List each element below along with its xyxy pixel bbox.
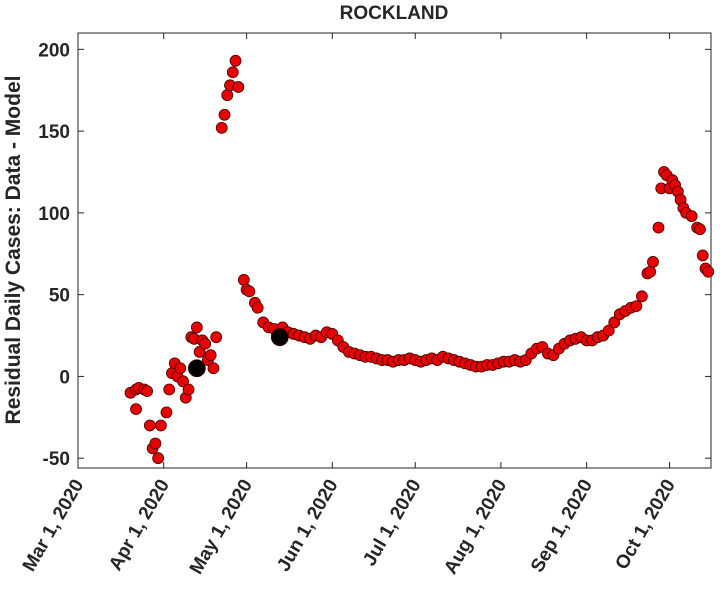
x-tick-label: Apr 1, 2020	[105, 476, 174, 574]
data-point	[221, 89, 234, 102]
data-point	[182, 383, 195, 396]
data-point	[204, 349, 217, 362]
y-tick-label: 0	[59, 367, 70, 388]
highlight-point	[187, 359, 206, 378]
data-point	[702, 265, 715, 278]
data-point	[149, 437, 162, 450]
x-tick-label: Jul 1, 2020	[359, 476, 425, 570]
data-point	[608, 316, 621, 329]
plot-frame	[77, 32, 712, 469]
y-tick-label: 200	[38, 40, 70, 61]
data-point	[155, 419, 167, 432]
data-point	[237, 274, 250, 286]
y-axis-label: Residual Daily Cases: Data - Model	[2, 76, 25, 425]
data-point	[193, 345, 206, 358]
data-point	[143, 419, 156, 432]
x-tick-label: Oct 1, 2020	[612, 476, 680, 573]
data-point	[696, 249, 709, 262]
data-point	[215, 121, 228, 134]
highlight-point	[270, 328, 289, 347]
data-point	[199, 337, 212, 350]
data-point	[177, 375, 189, 388]
data-point	[210, 331, 223, 344]
y-tick-label: 50	[49, 286, 70, 307]
data-point	[152, 452, 165, 465]
data-point	[130, 403, 142, 416]
data-point	[226, 66, 239, 79]
x-tick-label: Mar 1, 2020	[19, 476, 88, 575]
data-point	[174, 362, 187, 375]
data-point	[644, 265, 657, 278]
x-tick-label: Sep 1, 2020	[527, 476, 597, 576]
chart-title: ROCKLAND	[340, 3, 449, 24]
y-tick-label: 150	[38, 122, 70, 143]
data-point	[207, 362, 220, 375]
x-tick-label: Aug 1, 2020	[440, 476, 511, 578]
data-point	[160, 406, 173, 419]
data-point	[243, 285, 256, 298]
data-point	[163, 383, 176, 396]
data-point	[647, 256, 659, 268]
y-tick-label: 100	[38, 204, 70, 225]
data-point	[232, 81, 245, 93]
x-tick-label: Jun 1, 2020	[273, 476, 342, 575]
data-point	[635, 290, 648, 303]
data-point	[141, 385, 154, 398]
data-point	[694, 223, 706, 236]
data-point	[229, 54, 242, 67]
data-point	[652, 221, 665, 234]
data-point	[602, 324, 615, 337]
data-point	[630, 300, 643, 313]
data-point	[218, 108, 231, 121]
data-point	[190, 321, 203, 334]
data-point	[251, 301, 264, 314]
x-tick-label: May 1, 2020	[186, 476, 257, 578]
data-point	[685, 210, 698, 223]
y-tick-label: -50	[43, 449, 70, 470]
